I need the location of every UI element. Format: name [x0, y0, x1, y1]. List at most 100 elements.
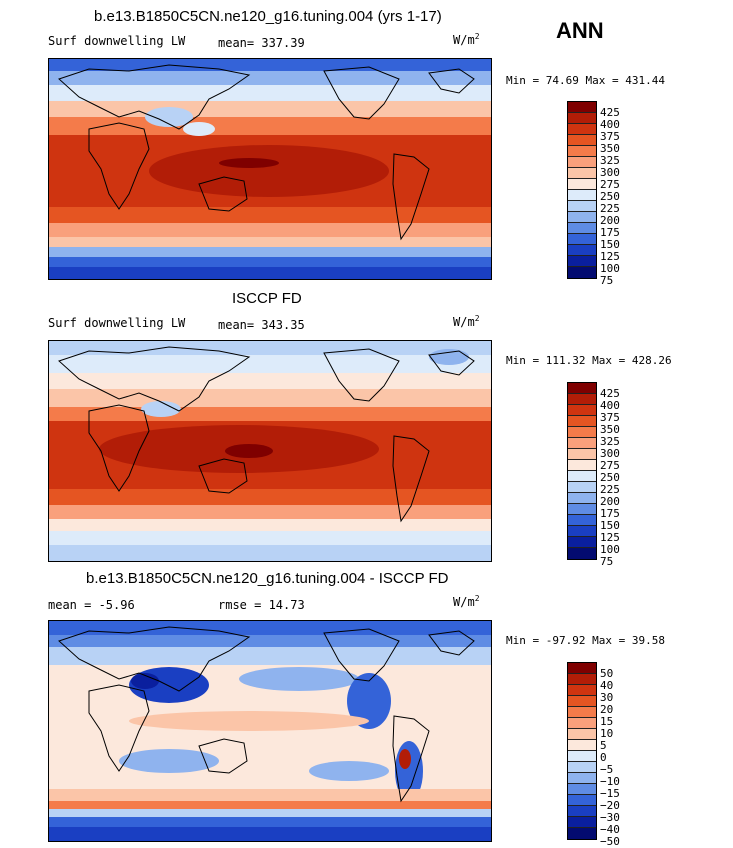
- panel-1-variable-label: Surf downwelling LW: [48, 34, 186, 48]
- colorbar-tick-label: 350: [600, 142, 620, 155]
- panel-1-colorbar-swatch: [568, 168, 596, 179]
- panel-1-colorbar-swatch: [568, 157, 596, 168]
- panel-3-map: [48, 620, 492, 842]
- colorbar-tick-label: 425: [600, 387, 620, 400]
- panel-1-colorbar-swatch: [568, 146, 596, 157]
- panel-3-colorbar-swatch: [568, 817, 596, 828]
- panel-3-colorbar: [567, 662, 597, 840]
- colorbar-tick-label: 250: [600, 471, 620, 484]
- colorbar-tick-label: 75: [600, 274, 614, 287]
- panel-3-colorbar-swatch: [568, 740, 596, 751]
- colorbar-tick-label: 15: [600, 715, 614, 728]
- colorbar-tick-label: 275: [600, 459, 620, 472]
- panel-1-colorbar-swatch: [568, 135, 596, 146]
- panel-1-colorbar-swatch: [568, 102, 596, 113]
- panel-3-minmax: Min = -97.92 Max = 39.58: [506, 634, 665, 647]
- panel-3-title: b.e13.B1850C5CN.ne120_g16.tuning.004 - I…: [86, 570, 449, 587]
- panel-3-colorbar-swatch: [568, 828, 596, 839]
- colorbar-tick-label: 75: [600, 555, 614, 568]
- colorbar-tick-label: 400: [600, 399, 620, 412]
- colorbar-tick-label: 325: [600, 154, 620, 167]
- panel-1-colorbar-swatch: [568, 245, 596, 256]
- panel-1-colorbar-swatch: [568, 179, 596, 190]
- panel-2-map: [48, 340, 492, 562]
- panel-1-mean: mean= 337.39: [218, 36, 305, 50]
- panel-2-colorbar-swatch: [568, 438, 596, 449]
- colorbar-tick-label: 150: [600, 519, 620, 532]
- colorbar-tick-label: 225: [600, 483, 620, 496]
- colorbar-tick-label: 20: [600, 703, 614, 716]
- colorbar-tick-label: −30: [600, 811, 620, 824]
- panel-3-colorbar-swatch: [568, 729, 596, 740]
- colorbar-tick-label: 275: [600, 178, 620, 191]
- panel-1-colorbar-swatch: [568, 190, 596, 201]
- panel-3-colorbar-swatch: [568, 696, 596, 707]
- panel-1-colorbar-swatch: [568, 256, 596, 267]
- panel-2-colorbar-swatch: [568, 405, 596, 416]
- panel-2-colorbar-swatch: [568, 526, 596, 537]
- colorbar-tick-label: −5: [600, 763, 614, 776]
- panel-2-colorbar-swatch: [568, 515, 596, 526]
- panel-3-units: W/m2: [453, 594, 480, 609]
- panel-2-colorbar-swatch: [568, 427, 596, 438]
- panel-3-colorbar-swatch: [568, 685, 596, 696]
- panel-2-colorbar-swatch: [568, 471, 596, 482]
- panel-1-colorbar-swatch: [568, 234, 596, 245]
- colorbar-tick-label: 100: [600, 262, 620, 275]
- colorbar-tick-label: 300: [600, 166, 620, 179]
- colorbar-tick-label: 425: [600, 106, 620, 119]
- colorbar-tick-label: 0: [600, 751, 607, 764]
- panel-3-colorbar-swatch: [568, 762, 596, 773]
- colorbar-tick-label: 325: [600, 435, 620, 448]
- panel-2-colorbar-swatch: [568, 537, 596, 548]
- panel-1-minmax: Min = 74.69 Max = 431.44: [506, 74, 665, 87]
- panel-2-colorbar-swatch: [568, 493, 596, 504]
- colorbar-tick-label: 100: [600, 543, 620, 556]
- colorbar-tick-label: 40: [600, 679, 614, 692]
- panel-1-title: b.e13.B1850C5CN.ne120_g16.tuning.004 (yr…: [94, 8, 442, 25]
- panel-2-colorbar-swatch: [568, 460, 596, 471]
- colorbar-tick-label: 50: [600, 667, 614, 680]
- colorbar-tick-label: −40: [600, 823, 620, 836]
- panel-3-colorbar-swatch: [568, 784, 596, 795]
- colorbar-tick-label: −20: [600, 799, 620, 812]
- colorbar-tick-label: 375: [600, 130, 620, 143]
- colorbar-tick-label: 175: [600, 226, 620, 239]
- colorbar-tick-label: −10: [600, 775, 620, 788]
- colorbar-tick-label: 400: [600, 118, 620, 131]
- colorbar-tick-label: 5: [600, 739, 607, 752]
- panel-3-colorbar-swatch: [568, 795, 596, 806]
- panel-3-colorbar-swatch: [568, 707, 596, 718]
- panel-2-minmax: Min = 111.32 Max = 428.26: [506, 354, 672, 367]
- colorbar-tick-label: 175: [600, 507, 620, 520]
- panel-1-colorbar-swatch: [568, 113, 596, 124]
- panel-1-colorbar-swatch: [568, 201, 596, 212]
- panel-1-units: W/m2: [453, 32, 480, 47]
- panel-3-colorbar-swatch: [568, 773, 596, 784]
- panel-1-colorbar: [567, 101, 597, 279]
- panel-2-colorbar-swatch: [568, 416, 596, 427]
- colorbar-tick-label: 225: [600, 202, 620, 215]
- panel-3-colorbar-swatch: [568, 674, 596, 685]
- colorbar-tick-label: 200: [600, 214, 620, 227]
- colorbar-tick-label: 125: [600, 531, 620, 544]
- colorbar-tick-label: 350: [600, 423, 620, 436]
- panel-2-colorbar-swatch: [568, 383, 596, 394]
- panel-3-colorbar-swatch: [568, 663, 596, 674]
- panel-3-rmse: rmse = 14.73: [218, 598, 305, 612]
- colorbar-tick-label: 10: [600, 727, 614, 740]
- panel-1-map: [48, 58, 492, 280]
- panel-3-colorbar-swatch: [568, 751, 596, 762]
- colorbar-tick-label: −50: [600, 835, 620, 848]
- panel-3-mean: mean = -5.96: [48, 598, 135, 612]
- panel-1-colorbar-swatch: [568, 223, 596, 234]
- panel-2-units: W/m2: [453, 314, 480, 329]
- colorbar-tick-label: 200: [600, 495, 620, 508]
- colorbar-tick-label: 375: [600, 411, 620, 424]
- panel-2-colorbar-swatch: [568, 482, 596, 493]
- panel-1-colorbar-swatch: [568, 212, 596, 223]
- colorbar-tick-label: 300: [600, 447, 620, 460]
- panel-2-variable-label: Surf downwelling LW: [48, 316, 186, 330]
- panel-2-colorbar-swatch: [568, 504, 596, 515]
- season-label: ANN: [556, 18, 604, 43]
